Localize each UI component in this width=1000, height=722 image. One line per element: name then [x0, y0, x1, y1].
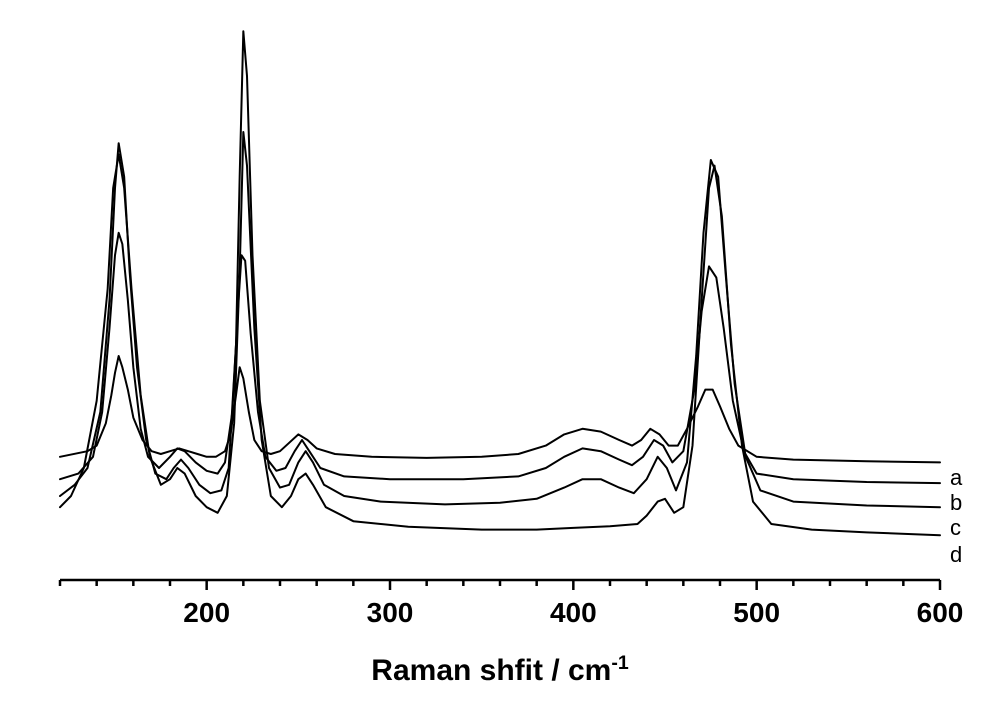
trace-label-d: d: [950, 542, 962, 567]
x-tick-label: 500: [733, 597, 780, 628]
raman-spectra-chart: 200 300 400 500 600 Raman shfit / cm-1 abcd: [0, 0, 1000, 722]
chart-svg: 200 300 400 500 600 Raman shfit / cm-1 abcd: [0, 0, 1000, 722]
trace-b: [60, 233, 940, 483]
x-axis-label: Raman shfit / cm-1: [371, 652, 629, 687]
trace-label-a: a: [950, 465, 963, 490]
x-tick-label: 600: [917, 597, 964, 628]
trace-a: [60, 356, 940, 462]
x-tick-label: 200: [183, 597, 230, 628]
x-tick-label: 400: [550, 597, 597, 628]
trace-label-b: b: [950, 490, 962, 515]
trace-label-c: c: [950, 515, 961, 540]
x-tick-label: 300: [367, 597, 414, 628]
trace-c: [60, 31, 940, 507]
